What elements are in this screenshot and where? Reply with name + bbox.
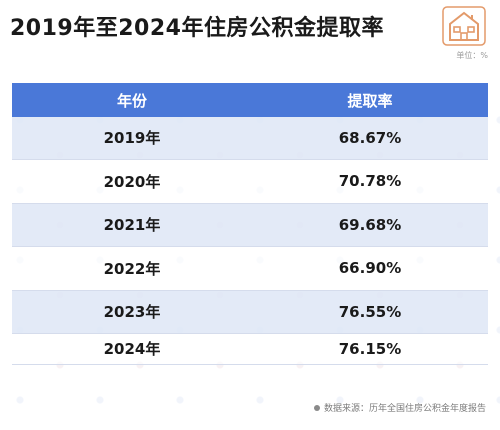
table-row: 2024年 76.15% — [12, 333, 488, 365]
table-row: 2023年 76.55% — [12, 290, 488, 334]
unit-label: 单位：% — [456, 51, 488, 60]
table-row: 2019年 68.67% — [12, 117, 488, 160]
bullet-dot-icon — [313, 404, 320, 411]
table-header-row: 年份 提取率 — [12, 83, 488, 117]
column-header-year: 年份 — [12, 83, 252, 117]
year-cell: 2024年 — [12, 333, 252, 365]
source-text: 数据来源：历年全国住房公积金年度报告 — [323, 404, 486, 414]
rate-cell: 68.67% — [252, 117, 488, 160]
house-logo-icon — [442, 6, 486, 46]
rate-cell: 69.68% — [252, 203, 488, 247]
year-cell: 2023年 — [12, 290, 252, 334]
page-title: 2019年至2024年住房公积金提取率 — [10, 16, 384, 41]
year-cell: 2021年 — [12, 203, 252, 247]
rate-cell: 70.78% — [252, 159, 488, 204]
table-row: 2020年 70.78% — [12, 159, 488, 204]
year-cell: 2022年 — [12, 246, 252, 291]
table-row: 2021年 69.68% — [12, 203, 488, 247]
table-row: 2022年 66.90% — [12, 246, 488, 291]
source-note: 数据来源：历年全国住房公积金年度报告 — [313, 401, 486, 414]
rate-cell: 76.15% — [252, 333, 488, 365]
rate-cell: 66.90% — [252, 246, 488, 291]
year-cell: 2020年 — [12, 159, 252, 204]
rate-cell: 76.55% — [252, 290, 488, 334]
column-header-rate: 提取率 — [252, 83, 488, 117]
year-cell: 2019年 — [12, 117, 252, 160]
data-table: 年份 提取率 2019年 68.67% 2020年 70.78% 2021年 6… — [12, 83, 488, 365]
